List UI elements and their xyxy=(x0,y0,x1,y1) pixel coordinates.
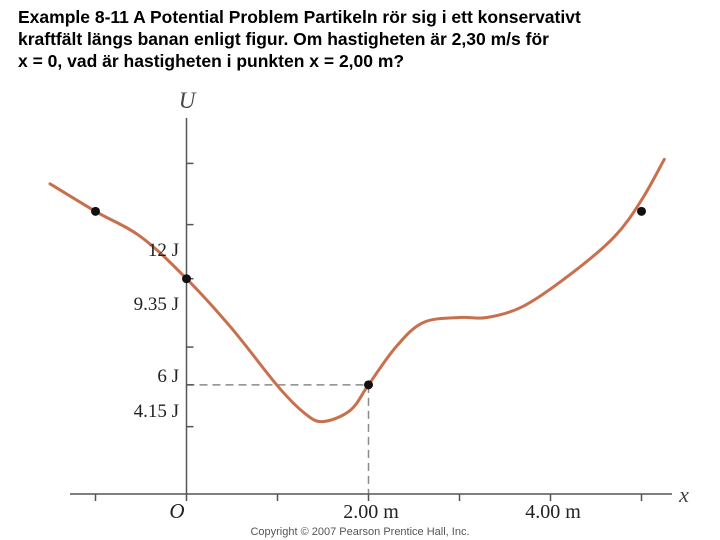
y-tick-label-6: 6 J xyxy=(157,366,179,387)
reference-dashed-lines xyxy=(186,384,370,494)
y-tick-label-9-35: 9.35 J xyxy=(134,294,179,315)
axes xyxy=(70,118,672,501)
heading-line-2: kraftfält längs banan enligt figur. Om h… xyxy=(18,29,549,49)
y-axis-label: U xyxy=(179,88,197,113)
marked-point-1 xyxy=(182,274,191,284)
heading-line-3: x = 0, vad är hastigheten i punkten x = … xyxy=(18,51,405,71)
y-tick-label-4-15: 4.15 J xyxy=(134,401,179,422)
marked-points xyxy=(91,206,646,390)
x-tick-label-2: 2.00 m xyxy=(343,501,399,523)
marked-point-3 xyxy=(637,206,646,216)
origin-label: O xyxy=(169,499,184,523)
x-axis-label: x xyxy=(678,482,689,507)
x-tick-label-4: 4.00 m xyxy=(525,501,581,523)
potential-curve xyxy=(48,157,666,424)
problem-heading: Example 8-11 A Potential Problem Partike… xyxy=(18,6,708,72)
heading-line-1: Example 8-11 A Potential Problem Partike… xyxy=(18,7,581,27)
marked-point-2 xyxy=(364,380,373,390)
x-tick-marks xyxy=(94,494,643,501)
y-tick-label-12: 12 J xyxy=(148,240,179,261)
marked-point-0 xyxy=(91,206,100,216)
y-tick-marks xyxy=(186,162,194,428)
copyright-text: Copyright © 2007 Pearson Prentice Hall, … xyxy=(250,526,469,538)
